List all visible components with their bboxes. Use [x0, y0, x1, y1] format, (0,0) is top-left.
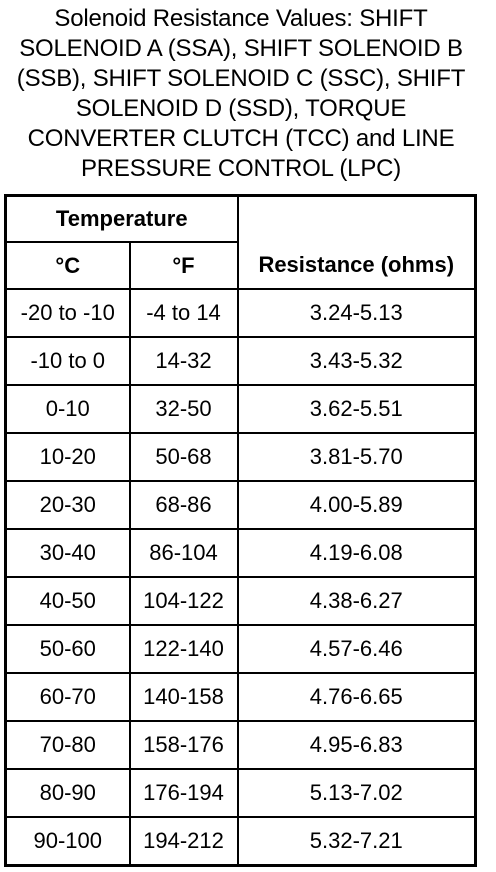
- table-row: 0-10 32-50 3.62-5.51: [4, 384, 477, 434]
- fahrenheit-cell: 68-86: [128, 480, 239, 530]
- table-row: 80-90 176-194 5.13-7.02: [4, 768, 477, 818]
- celsius-header: °C: [4, 241, 131, 290]
- table-row: 40-50 104-122 4.38-6.27: [4, 576, 477, 626]
- temperature-header: Temperature: [4, 194, 239, 243]
- resistance-table: Temperature Resistance (ohms) °C °F -20 …: [4, 194, 477, 867]
- fahrenheit-cell: 104-122: [128, 576, 239, 626]
- resistance-cell: 3.43-5.32: [236, 336, 477, 386]
- resistance-cell: 3.81-5.70: [236, 432, 477, 482]
- resistance-cell: 4.95-6.83: [236, 720, 477, 770]
- header-row-2: °C °F: [4, 241, 476, 290]
- fahrenheit-cell: 86-104: [128, 528, 239, 578]
- celsius-cell: 90-100: [4, 816, 131, 867]
- celsius-cell: 80-90: [4, 768, 131, 818]
- resistance-cell: 3.62-5.51: [236, 384, 477, 434]
- table-row: 10-20 50-68 3.81-5.70: [4, 432, 477, 482]
- table-row: 60-70 140-158 4.76-6.65: [4, 672, 477, 722]
- fahrenheit-cell: 194-212: [128, 816, 239, 867]
- table-row: 30-40 86-104 4.19-6.08: [4, 528, 477, 578]
- celsius-cell: 50-60: [4, 624, 131, 674]
- celsius-cell: 20-30: [4, 480, 131, 530]
- fahrenheit-cell: 176-194: [128, 768, 239, 818]
- fahrenheit-cell: 140-158: [128, 672, 239, 722]
- fahrenheit-cell: 50-68: [128, 432, 239, 482]
- resistance-cell: 4.19-6.08: [236, 528, 477, 578]
- celsius-cell: 30-40: [4, 528, 131, 578]
- resistance-cell: 4.76-6.65: [236, 672, 477, 722]
- resistance-cell: 4.00-5.89: [236, 480, 477, 530]
- fahrenheit-header: °F: [128, 241, 239, 290]
- table-row: 90-100 194-212 5.32-7.21: [4, 816, 477, 867]
- celsius-cell: 40-50: [4, 576, 131, 626]
- fahrenheit-cell: -4 to 14: [128, 288, 239, 338]
- resistance-cell: 3.24-5.13: [236, 288, 477, 338]
- resistance-cell: 5.32-7.21: [236, 816, 477, 867]
- resistance-cell: 4.38-6.27: [236, 576, 477, 626]
- table-row: -10 to 0 14-32 3.43-5.32: [4, 336, 477, 386]
- header-row-1: Temperature Resistance (ohms): [4, 194, 477, 290]
- resistance-cell: 5.13-7.02: [236, 768, 477, 818]
- celsius-cell: 60-70: [4, 672, 131, 722]
- table-body: Temperature Resistance (ohms) °C °F -20 …: [4, 194, 477, 867]
- resistance-header: Resistance (ohms): [236, 194, 477, 290]
- celsius-cell: -20 to -10: [4, 288, 131, 338]
- table-row: 20-30 68-86 4.00-5.89: [4, 480, 477, 530]
- celsius-cell: -10 to 0: [4, 336, 131, 386]
- fahrenheit-cell: 158-176: [128, 720, 239, 770]
- celsius-cell: 70-80: [4, 720, 131, 770]
- fahrenheit-cell: 14-32: [128, 336, 239, 386]
- table-row: -20 to -10 -4 to 14 3.24-5.13: [4, 288, 477, 338]
- celsius-cell: 10-20: [4, 432, 131, 482]
- page-title: Solenoid Resistance Values: SHIFT SOLENO…: [16, 5, 466, 182]
- table-row: 70-80 158-176 4.95-6.83: [4, 720, 477, 770]
- resistance-cell: 4.57-6.46: [236, 624, 477, 674]
- fahrenheit-cell: 32-50: [128, 384, 239, 434]
- celsius-cell: 0-10: [4, 384, 131, 434]
- fahrenheit-cell: 122-140: [128, 624, 239, 674]
- table-row: 50-60 122-140 4.57-6.46: [4, 624, 477, 674]
